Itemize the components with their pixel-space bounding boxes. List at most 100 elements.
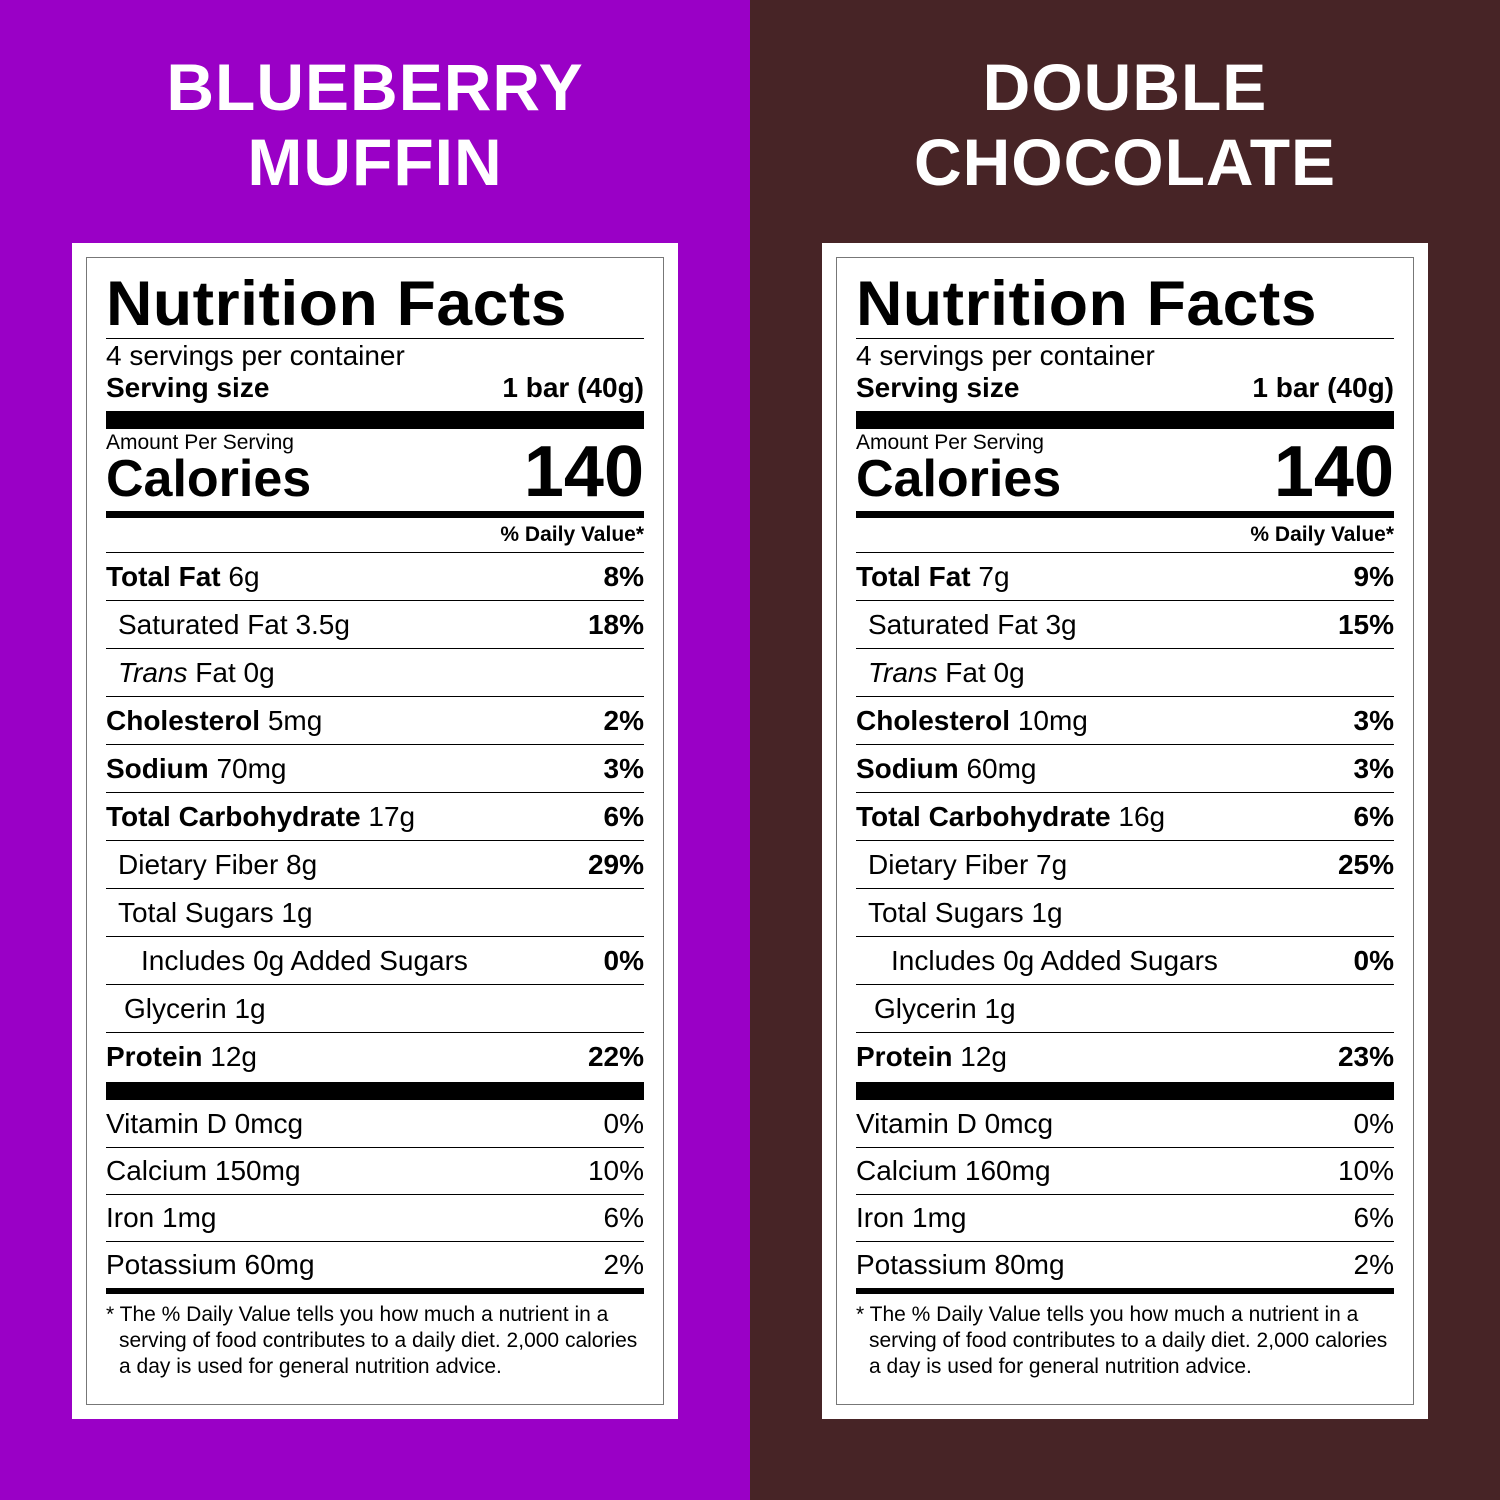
vitamin-daily-value: 10%	[587, 1155, 644, 1186]
nutrition-label-border: Nutrition Facts 4 servings per container S…	[86, 257, 664, 1405]
nutrition-label-content: Nutrition Facts 4 servings per container S…	[856, 272, 1394, 1380]
product-name-line: BLUEBERRY	[166, 50, 584, 124]
nutrient-name: Trans	[868, 656, 938, 688]
vitamin-daily-value: 0%	[603, 1107, 644, 1139]
nutrient-daily-value: 0%	[1353, 944, 1394, 976]
nutrient-daily-value: 29%	[587, 848, 644, 880]
nutrient-amount: 10mg	[1017, 704, 1088, 736]
nutrient-row: Trans Fat 0g	[106, 648, 644, 696]
nutrient-daily-value: 18%	[587, 608, 644, 640]
serving-size-label: Serving size	[106, 372, 270, 403]
nutrient-row: Total Carbohydrate 17g 6%	[106, 792, 644, 840]
nutrient-amount: 1g	[234, 992, 266, 1024]
vitamin-daily-value: 10%	[1337, 1155, 1394, 1186]
product-name-line: CHOCOLATE	[913, 125, 1337, 199]
nutrient-name: Cholesterol	[106, 704, 261, 736]
vitamin-name: Potassium 60mg	[106, 1249, 315, 1280]
nutrient-row: Saturated Fat 3g 15%	[856, 600, 1394, 648]
calories-value: 140	[523, 432, 644, 512]
nutrient-label: Protein 12g	[106, 1041, 257, 1073]
nutrient-daily-value: 3%	[603, 752, 644, 784]
nutrient-amount: 6g	[228, 560, 260, 592]
thick-divider	[106, 1082, 644, 1100]
nutrient-row: Dietary Fiber 7g 25%	[856, 840, 1394, 888]
nutrient-amount: Fat 0g	[945, 656, 1025, 688]
calories-row: Calories 140	[856, 436, 1394, 508]
nutrient-amount: 1g	[281, 896, 313, 928]
vitamin-daily-value: 6%	[1353, 1202, 1394, 1233]
nutrient-label: Dietary Fiber 7g	[856, 849, 1067, 881]
nutrient-daily-value: 2%	[603, 704, 644, 736]
nutrient-label: Total Carbohydrate 16g	[856, 801, 1165, 833]
nutrient-daily-value: 6%	[603, 800, 644, 832]
nutrient-label: Glycerin 1g	[856, 993, 1016, 1025]
nutrient-amount: 70mg	[216, 752, 287, 784]
vitamin-row: Potassium 80mg 2%	[856, 1241, 1394, 1288]
product-panel: BLUEBERRY MUFFIN Nutrition Facts 4 servings…	[0, 0, 750, 1500]
vitamin-name: Calcium 160mg	[856, 1155, 1051, 1186]
amount-per-serving: Amount Per Serving	[106, 431, 294, 454]
nutrient-row: Dietary Fiber 8g 29%	[106, 840, 644, 888]
nutrient-row: Protein 12g 22%	[106, 1032, 644, 1080]
vitamin-daily-value: 2%	[1353, 1249, 1394, 1280]
thick-divider	[856, 1082, 1394, 1100]
nutrient-name: Saturated Fat	[118, 608, 288, 640]
nutrient-name: Total Carbohydrate	[856, 800, 1111, 832]
nutrient-amount: 7g	[1036, 848, 1068, 880]
nutrient-label: Sodium 70mg	[106, 753, 287, 785]
calories-value: 140	[1273, 432, 1394, 512]
nutrient-label: Total Sugars 1g	[106, 897, 313, 929]
product-name: DOUBLE CHOCOLATE	[750, 50, 1500, 200]
product-panel: DOUBLE CHOCOLATE Nutrition Facts 4 servings…	[750, 0, 1500, 1500]
nutrient-name: Sodium	[106, 752, 209, 784]
nutrient-daily-value: 9%	[1353, 560, 1394, 592]
serving-size-value: 1 bar (40g)	[502, 372, 644, 403]
nutrient-label: Protein 12g	[856, 1041, 1007, 1073]
vitamin-daily-value: 2%	[603, 1249, 644, 1280]
serving-size-label: Serving size	[856, 372, 1020, 403]
medium-divider	[856, 511, 1394, 518]
nutrient-name: Total Fat	[856, 560, 971, 592]
nutrient-name: Total Sugars	[868, 896, 1024, 928]
medium-divider	[856, 1288, 1394, 1294]
nutrient-row: Trans Fat 0g	[856, 648, 1394, 696]
daily-value-footnote: * The % Daily Value tells you how much a…	[856, 1303, 1388, 1378]
medium-divider	[106, 1288, 644, 1294]
nutrient-amount: 1g	[1031, 896, 1063, 928]
servings-per-container: 4 servings per container	[106, 338, 644, 373]
nutrient-name: Protein	[106, 1040, 203, 1072]
nutrient-amount: 3g	[1045, 608, 1077, 640]
nutrient-row: Includes 0g Added Sugars 0%	[856, 936, 1394, 984]
nutrient-row: Total Sugars 1g	[856, 888, 1394, 936]
nutrient-row: Total Sugars 1g	[106, 888, 644, 936]
nutrient-row: Glycerin 1g	[106, 984, 644, 1032]
nutrient-row: Sodium 60mg 3%	[856, 744, 1394, 792]
nutrient-label: Total Fat 7g	[856, 561, 1010, 593]
nutrient-daily-value: 23%	[1337, 1040, 1394, 1072]
nutrient-label: Includes 0g Added Sugars	[106, 945, 468, 977]
nutrient-row: Total Fat 6g 8%	[106, 552, 644, 600]
nutrient-amount: 7g	[978, 560, 1010, 592]
vitamin-row: Iron 1mg 6%	[106, 1194, 644, 1241]
nutrition-facts-title: Nutrition Facts	[106, 269, 568, 339]
calories-label: Calories	[106, 450, 312, 508]
nutrient-label: Trans Fat 0g	[856, 657, 1025, 689]
vitamin-name: Potassium 80mg	[856, 1249, 1065, 1280]
nutrient-amount: 3.5g	[295, 608, 350, 640]
vitamin-name: Vitamin D 0mcg	[106, 1107, 304, 1139]
nutrient-name: Glycerin	[874, 992, 977, 1024]
nutrient-name: Protein	[856, 1040, 953, 1072]
nutrient-row: Glycerin 1g	[856, 984, 1394, 1032]
daily-value-header: % Daily Value*	[500, 523, 644, 546]
nutrient-amount: 1g	[984, 992, 1016, 1024]
nutrient-daily-value: 15%	[1337, 608, 1394, 640]
vitamin-name: Calcium 150mg	[106, 1155, 301, 1186]
product-name-line: MUFFIN	[247, 125, 503, 199]
medium-divider	[106, 511, 644, 518]
nutrient-amount: 12g	[960, 1040, 1007, 1072]
calories-label: Calories	[856, 450, 1062, 508]
nutrient-name: Trans	[118, 656, 188, 688]
nutrient-amount: 12g	[210, 1040, 257, 1072]
nutrient-daily-value: 22%	[587, 1040, 644, 1072]
nutrient-label: Trans Fat 0g	[106, 657, 275, 689]
